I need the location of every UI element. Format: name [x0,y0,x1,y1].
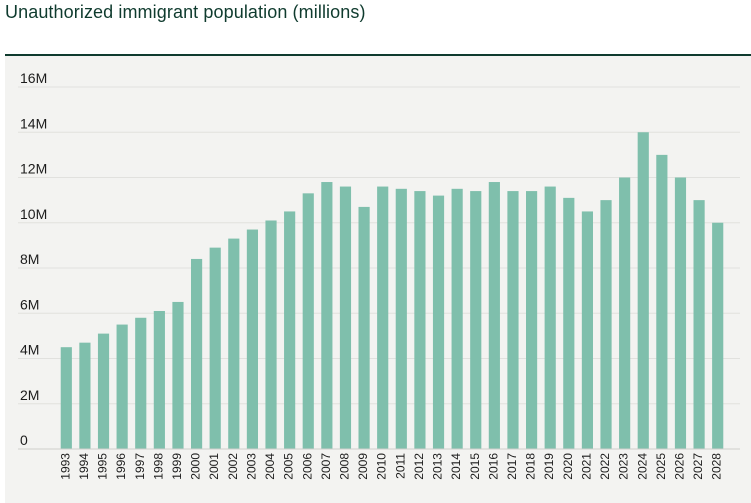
bar-1996 [116,324,128,449]
x-tick-label: 2010 [375,453,389,480]
bar-2002 [228,238,240,449]
x-tick-label: 1994 [77,453,91,480]
y-tick-label: 8M [20,251,39,267]
bar-2007 [321,182,333,449]
bar-2018 [526,191,538,449]
bar-2014 [451,188,463,449]
x-tick-label: 1993 [58,453,72,480]
bar-2025 [656,154,668,449]
x-tick-label: 2003 [244,453,258,480]
x-tick-label: 1997 [133,453,147,480]
bar-2015 [470,191,482,449]
bar-1997 [135,317,147,449]
bar-2017 [507,191,519,449]
x-axis-ticks: 1993 1994 1995 1996 1997 1998 1999 2000 2001 2002… [58,453,723,480]
bar-2021 [581,211,593,449]
x-tick-label: 2005 [282,453,296,480]
y-axis-ticks: 0 2M 4M 6M 8M 10M 12M 14M 16M [20,70,47,448]
x-tick-label: 1995 [96,453,110,480]
bar-2003 [246,229,258,449]
bar-2010 [377,186,389,450]
bar-2023 [619,177,631,449]
bar-1994 [79,342,91,449]
x-tick-label: 2020 [561,453,575,480]
x-tick-label: 2000 [189,453,203,480]
x-tick-label: 2012 [412,453,426,480]
bar-2005 [284,211,296,449]
bar-2000 [191,258,203,449]
bar-2013 [432,195,445,449]
y-tick-label: 12M [20,161,47,177]
bar-1995 [97,333,110,449]
x-tick-label: 2009 [356,453,370,480]
bar-1999 [172,301,184,449]
y-tick-label: 14M [20,115,47,131]
bars [60,132,724,450]
x-tick-label: 2002 [226,453,240,480]
bar-2026 [674,177,687,449]
bar-2008 [339,186,352,450]
y-tick-label: 10M [20,206,47,222]
bar-2004 [265,220,277,449]
x-tick-label: 2023 [617,453,631,480]
title-divider [5,54,751,56]
x-tick-label: 2019 [542,453,556,480]
bar-2011 [395,188,407,449]
bar-1993 [60,347,72,449]
bar-2022 [600,200,612,449]
x-tick-label: 2008 [337,453,351,480]
bar-2012 [414,191,426,449]
bar-2019 [544,186,556,450]
x-tick-label: 2007 [319,453,333,480]
bar-1998 [153,310,165,449]
x-tick-label: 1996 [114,453,128,480]
x-tick-label: 1998 [151,453,165,480]
x-tick-label: 2028 [710,453,724,480]
x-tick-label: 2011 [393,453,407,479]
bar-2001 [209,247,221,449]
x-tick-label: 2024 [635,453,649,480]
x-tick-label: 2027 [691,453,705,480]
x-tick-label: 2021 [579,453,593,480]
x-tick-label: 2026 [672,453,686,480]
x-tick-label: 2016 [486,453,500,480]
bar-2024 [637,132,649,449]
y-tick-label: 2M [20,387,39,403]
bar-2009 [358,206,370,449]
x-tick-label: 2017 [505,453,519,480]
chart-title: Unauthorized immigrant population (milli… [5,2,366,22]
y-tick-label: 0 [20,432,28,448]
y-tick-label: 4M [20,342,39,358]
bar-2016 [488,182,500,449]
x-tick-label: 2015 [468,453,482,480]
y-tick-label: 6M [20,296,39,312]
bar-2020 [563,197,575,449]
x-tick-label: 2022 [598,453,612,480]
bar-2006 [302,193,314,449]
x-tick-label: 2025 [654,453,668,480]
x-tick-label: 2004 [263,453,277,480]
x-tick-label: 2001 [207,453,221,480]
x-tick-label: 2006 [300,453,314,480]
x-tick-label: 2013 [431,453,445,480]
y-tick-label: 16M [20,70,47,86]
x-tick-label: 2018 [524,453,538,480]
bar-2027 [693,200,705,449]
x-tick-label: 1999 [170,453,184,480]
bar-2028 [712,222,724,449]
x-tick-label: 2014 [449,453,463,480]
